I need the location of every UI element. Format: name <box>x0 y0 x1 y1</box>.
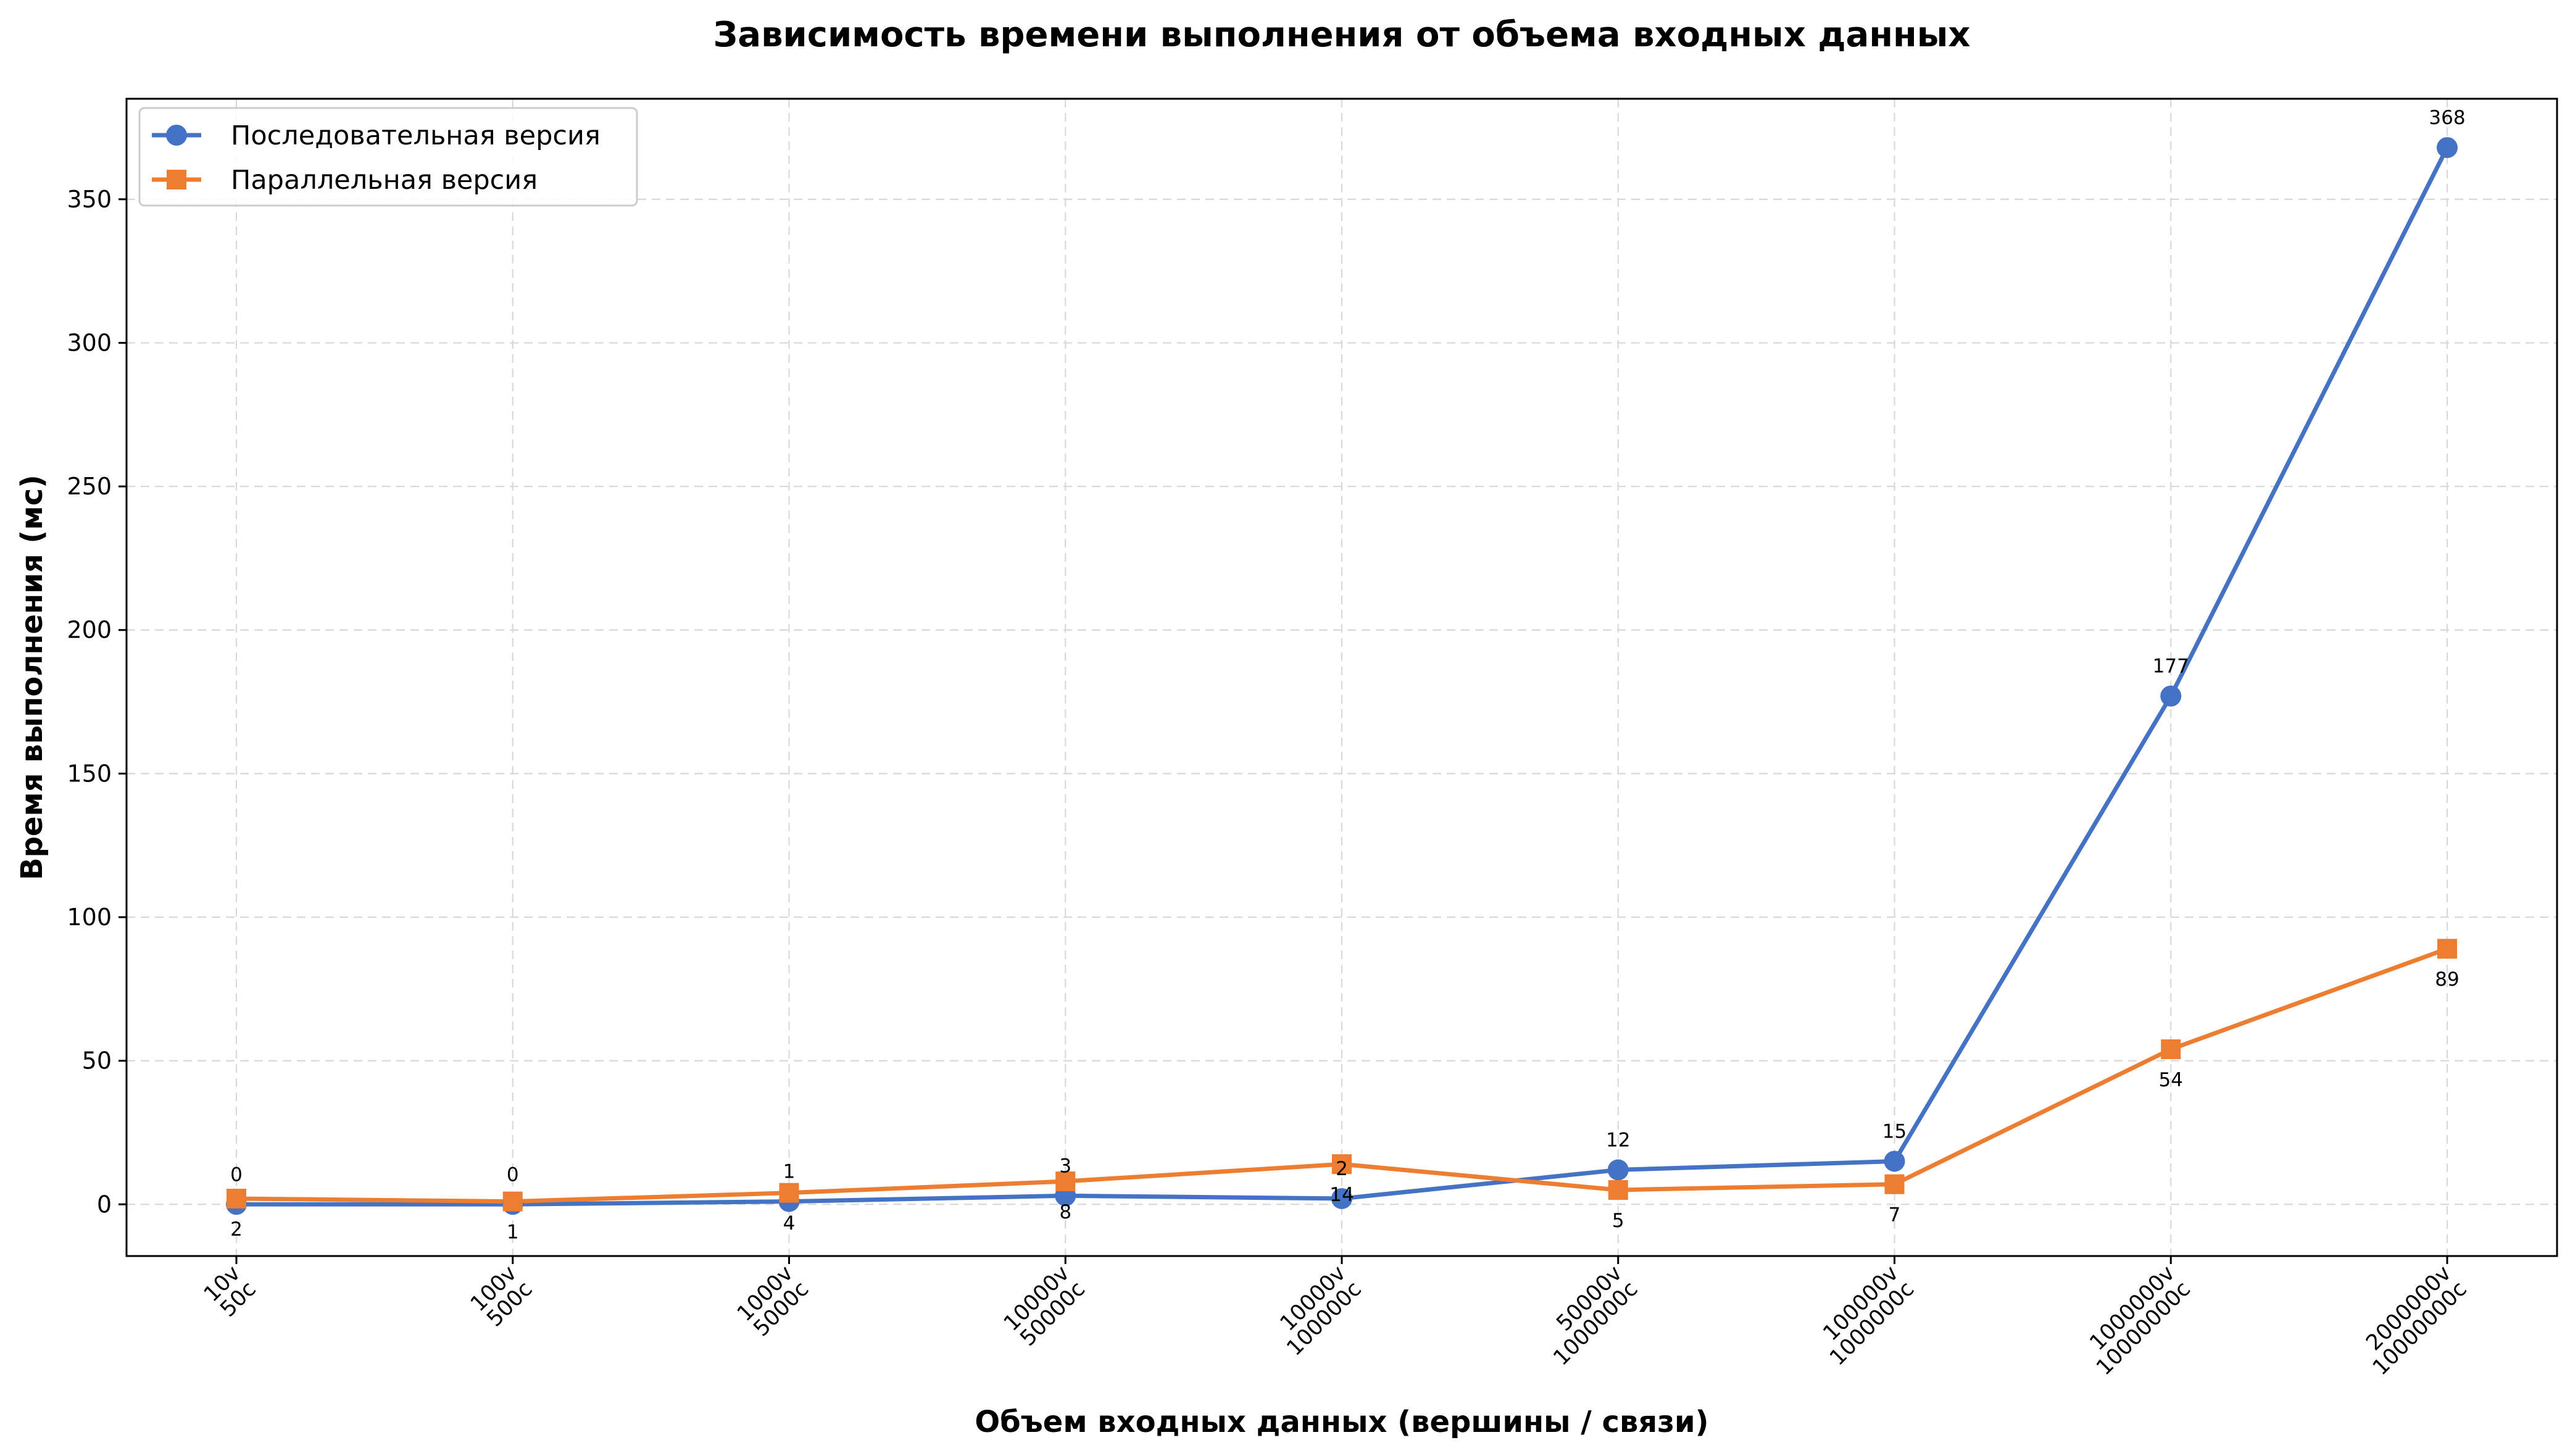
x-tick-label: 100000v1000000c <box>1810 1261 1919 1371</box>
x-axis: 10v50c 100v500c 1000v5000c 10000v50000c 1000… <box>199 1256 2472 1380</box>
y-tick-label: 50 <box>82 1047 112 1075</box>
y-axis: 0 50 100 150 200 250 300 350 <box>67 186 127 1218</box>
series-2-point <box>1608 1179 1628 1200</box>
series-2-point <box>1884 1174 1905 1194</box>
series-1-point <box>2437 137 2458 159</box>
legend-entry: Параллельная версия <box>152 165 538 196</box>
x-tick-label: 2000000v10000000c <box>2353 1261 2472 1380</box>
series-2-point <box>2161 1039 2181 1060</box>
x-tick-label: 50000v1000000c <box>1533 1261 1643 1371</box>
data-label: 3 <box>1059 1155 1071 1177</box>
legend: Последовательная версия Параллельная верс… <box>138 107 638 207</box>
legend-marker <box>167 170 186 189</box>
series-2-point <box>502 1191 523 1212</box>
data-label: 1 <box>507 1221 519 1244</box>
data-label: 2 <box>1336 1158 1348 1180</box>
legend-label: Параллельная версия <box>231 165 538 196</box>
x-tick-label-text: 10000v50000c <box>999 1261 1090 1352</box>
x-tick-label: 100v500c <box>466 1261 538 1333</box>
data-label: 2 <box>230 1218 243 1241</box>
series-2-point <box>227 1188 246 1208</box>
x-tick-label: 10000v100000c <box>1266 1261 1366 1361</box>
series-markers <box>226 137 2458 1215</box>
series-1-point <box>2160 685 2182 707</box>
x-tick-label: 1000000v10000000c <box>2076 1261 2195 1380</box>
y-tick-label: 150 <box>67 760 112 787</box>
y-tick-label: 200 <box>67 617 112 644</box>
data-label: 7 <box>1889 1204 1901 1226</box>
y-tick-label: 100 <box>67 904 112 931</box>
x-tick-label: 10000v50000c <box>999 1261 1090 1352</box>
x-axis-label: Объем входных данных (вершины / связи) <box>975 1405 1708 1439</box>
data-label: 1 <box>783 1161 796 1183</box>
series-1-point <box>1607 1159 1629 1181</box>
series-2-point <box>779 1183 799 1203</box>
x-tick-label-text: 100000v1000000c <box>1810 1261 1919 1371</box>
legend-box <box>138 107 638 207</box>
x-tick-label-text: 10000v100000c <box>1266 1261 1366 1361</box>
data-label: 177 <box>2153 655 2189 678</box>
x-tick-label-text: 100v500c <box>466 1261 538 1333</box>
data-label: 8 <box>1059 1201 1071 1223</box>
x-tick-label-text: 50000v1000000c <box>1533 1261 1643 1371</box>
series-2-point <box>1055 1171 1076 1192</box>
data-label: 0 <box>230 1163 243 1186</box>
y-axis-label: Время выполнения (мс) <box>15 475 49 880</box>
data-label: 12 <box>1606 1129 1630 1151</box>
legend-entry: Последовательная версия <box>152 120 601 151</box>
data-label: 14 <box>1329 1184 1354 1206</box>
y-tick-label: 250 <box>67 473 112 500</box>
legend-marker <box>166 125 187 146</box>
x-tick-label-text: 1000000v10000000c <box>2076 1261 2195 1380</box>
x-tick-label-text: 1000v5000c <box>733 1261 813 1342</box>
data-label: 368 <box>2429 107 2465 129</box>
data-label: 54 <box>2159 1069 2183 1091</box>
y-tick-label: 0 <box>97 1191 112 1218</box>
x-tick-label: 1000v5000c <box>733 1261 813 1342</box>
data-label: 4 <box>783 1213 796 1235</box>
legend-label: Последовательная версия <box>231 120 601 151</box>
data-label: 89 <box>2435 968 2459 991</box>
series-2-point <box>1332 1154 1352 1175</box>
grid <box>127 99 2557 1256</box>
data-label: 0 <box>507 1163 519 1186</box>
series-1-point <box>1884 1150 1905 1172</box>
chart-title: Зависимость времени выполнения от объема… <box>713 15 1971 55</box>
y-tick-label: 350 <box>67 186 112 213</box>
y-tick-label: 300 <box>67 329 112 356</box>
x-tick-label: 10v50c <box>199 1261 261 1323</box>
data-label: 5 <box>1612 1210 1624 1232</box>
x-tick-label-text: 10v50c <box>199 1261 261 1323</box>
series-2-point <box>2437 939 2457 959</box>
series-1-point <box>1331 1188 1352 1209</box>
x-tick-label-text: 2000000v10000000c <box>2353 1261 2472 1380</box>
data-label: 15 <box>1882 1120 1907 1142</box>
